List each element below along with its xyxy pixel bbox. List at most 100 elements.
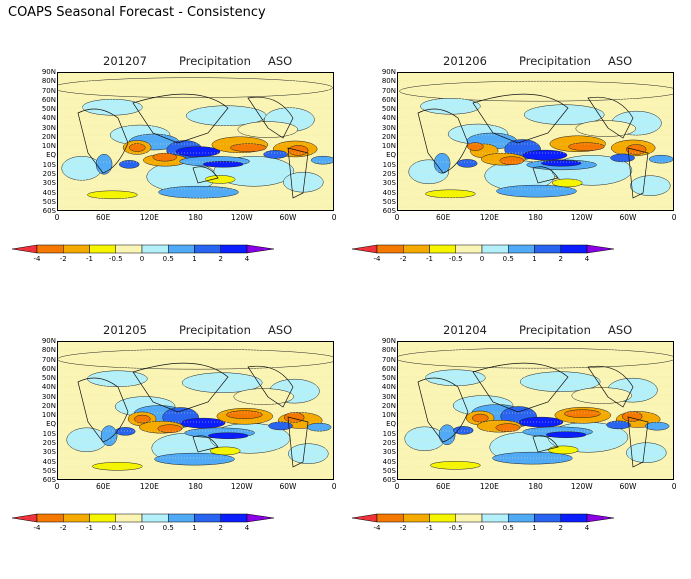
precipitation-anomaly-map [398, 73, 673, 210]
colorbar-label: 4 [584, 524, 590, 532]
colorbar-high-arrow [586, 513, 615, 523]
anomaly-region [545, 431, 587, 438]
lon-tick-label: 120E [479, 213, 499, 222]
lat-tick-label: 20S [382, 438, 396, 447]
colorbar-label: -0.5 [108, 524, 123, 532]
lat-tick-label: 30N [41, 392, 56, 401]
lat-tick-label: 40N [381, 114, 396, 123]
panel-variable: Precipitation [519, 323, 591, 337]
anomaly-region [157, 424, 183, 433]
anomaly-region [564, 409, 601, 418]
lat-tick-label: 30N [381, 392, 396, 401]
colorbar-swatch [403, 513, 430, 523]
anomaly-region [626, 442, 667, 463]
map-frame [397, 341, 674, 480]
anomaly-region [496, 184, 577, 198]
lat-tick-label: 20S [382, 169, 396, 178]
anomaly-region [310, 155, 333, 165]
anomaly-region [230, 143, 267, 152]
colorbar [12, 244, 275, 254]
lat-tick-label: 60S [42, 207, 56, 216]
lat-tick-label: 10S [42, 429, 56, 438]
colorbar-swatch [141, 513, 169, 523]
anomaly-region [648, 154, 673, 164]
colorbar-low-arrow [352, 513, 378, 523]
lat-tick-label: 30N [41, 123, 56, 132]
colorbar-high-arrow [586, 244, 615, 254]
panel-season: ASO [268, 323, 293, 337]
lat-tick-label: 60N [381, 95, 396, 104]
lat-tick-label: 10N [381, 142, 396, 151]
colorbar-label: 1 [192, 255, 197, 263]
colorbar-swatch [63, 244, 90, 254]
anomaly-region [499, 156, 525, 165]
anomaly-region [551, 178, 583, 188]
lat-tick-label: 10N [41, 142, 56, 151]
lat-tick-label: 40N [41, 383, 56, 392]
colorbar-label: 0.5 [502, 255, 514, 263]
colorbar-label: 4 [244, 255, 250, 263]
anomaly-region [420, 98, 481, 115]
lat-tick-label: 40S [42, 188, 56, 197]
figure-title: COAPS Seasonal Forecast - Consistency [8, 5, 266, 20]
lon-tick-label: 60E [96, 482, 111, 491]
map-panel-201207: 201207 Precipitation ASO 90N 80N 70N 60N 50N 4… [0, 40, 345, 310]
colorbar-swatch [36, 244, 64, 254]
colorbar-label: -2 [399, 524, 407, 532]
lat-tick-label: 40S [42, 457, 56, 466]
anomaly-region [306, 422, 332, 432]
anomaly-region [180, 417, 226, 429]
anomaly-region [204, 175, 236, 184]
colorbar-swatch [220, 244, 248, 254]
map-panel-201206: 201206 Precipitation ASO 90N 80N 70N 60N 50N 4… [340, 40, 685, 310]
colorbar-label: 1 [192, 524, 197, 532]
colorbar-swatch [168, 513, 195, 523]
colorbar-swatch [560, 513, 588, 523]
anomaly-region [152, 152, 178, 162]
colorbar-label: 2 [218, 255, 223, 263]
anomaly-region [92, 462, 143, 471]
lat-tick-label: 50N [381, 105, 396, 114]
anomaly-region [154, 452, 235, 466]
anomaly-region [61, 156, 102, 181]
colorbar-swatch [481, 513, 509, 523]
colorbar-label: -2 [59, 255, 67, 263]
colorbar-label: -0.5 [448, 255, 463, 263]
anomaly-region [630, 175, 671, 196]
anomaly-region [472, 413, 489, 423]
lon-tick-label: 60W [619, 213, 637, 222]
anomaly-region [606, 420, 631, 430]
anomaly-region [568, 142, 605, 151]
anomaly-region [610, 153, 635, 163]
colorbar-swatch [508, 244, 535, 254]
colorbar-label: 2 [558, 524, 563, 532]
lon-tick-label: 60W [279, 213, 297, 222]
lat-tick-label: 10N [41, 411, 56, 420]
anomaly-region [425, 189, 476, 199]
lon-tick-label: 0 [54, 482, 60, 491]
colorbar-swatch [560, 244, 588, 254]
lon-tick-label: 0 [331, 213, 337, 222]
lon-tick-label: 0 [394, 482, 400, 491]
anomaly-region [438, 424, 456, 445]
anomaly-region [134, 414, 151, 424]
lat-tick-label: 40N [41, 114, 56, 123]
anomaly-region [433, 152, 451, 174]
lat-tick-label: 80N [381, 346, 396, 355]
colorbar-label: -2 [59, 524, 67, 532]
colorbar-swatch [481, 244, 509, 254]
coastline [417, 362, 649, 468]
lon-tick-label: 120W [230, 482, 253, 491]
lon-tick-label: 0 [671, 213, 677, 222]
lat-tick-label: 50N [381, 374, 396, 383]
colorbar [352, 244, 615, 254]
lat-tick-label: 60N [41, 364, 56, 373]
lat-tick-label: 90N [381, 337, 396, 345]
colorbar-swatch [89, 513, 116, 523]
panel-run: 201205 [103, 323, 147, 337]
anomaly-region [207, 432, 249, 439]
colorbar-label: 0 [139, 255, 145, 263]
panel-run: 201206 [443, 54, 487, 68]
colorbar-swatch [63, 513, 90, 523]
colorbar-swatch [508, 513, 535, 523]
